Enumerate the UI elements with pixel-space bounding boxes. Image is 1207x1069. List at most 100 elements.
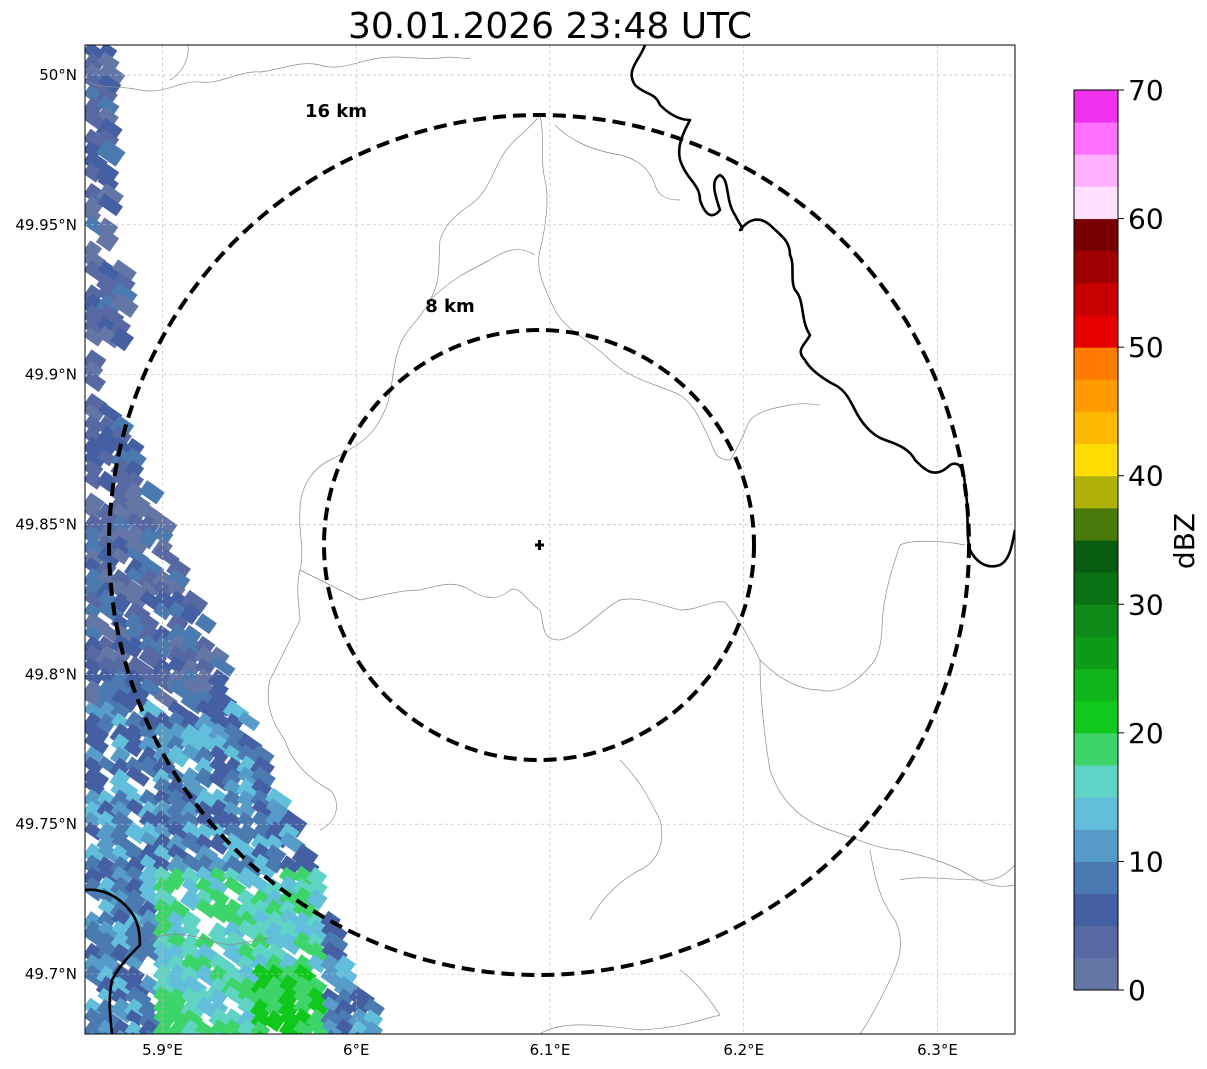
- reflectivity-cell: [195, 888, 215, 906]
- reflectivity-cell: [152, 569, 176, 593]
- colorbar-label: dBZ: [1168, 513, 1201, 569]
- reflectivity-cell: [179, 603, 202, 625]
- colorbar-segment: [1074, 122, 1118, 155]
- reflectivity-cell: [124, 437, 145, 458]
- lat-tick-label: 49.7°N: [25, 965, 77, 983]
- reflectivity-cell: [153, 822, 174, 840]
- colorbar-segment: [1074, 668, 1118, 702]
- reflectivity-cell: [95, 228, 120, 252]
- reflectivity-cell: [153, 1008, 176, 1029]
- reflectivity-cell: [85, 668, 104, 687]
- reflectivity-cell: [125, 546, 149, 567]
- reflectivity-cell: [194, 657, 216, 678]
- reflectivity-cell: [97, 865, 120, 886]
- colorbar-segment: [1074, 604, 1118, 637]
- reflectivity-cell: [125, 580, 147, 600]
- colorbar: 0 10 20 30 40 50 60 70: [1073, 74, 1164, 1007]
- reflectivity-cell: [181, 877, 202, 895]
- reflectivity-cell: [166, 744, 191, 768]
- lat-tick-label: 49.95°N: [15, 216, 77, 234]
- colorbar-tick-label: 60: [1128, 203, 1164, 236]
- reflectivity-cell: [85, 624, 103, 643]
- reflectivity-cell: [85, 360, 104, 382]
- reflectivity-cell: [195, 876, 217, 897]
- reflectivity-cell: [111, 844, 132, 863]
- reflectivity-cell: [306, 1031, 329, 1034]
- colorbar-tick-label: 20: [1128, 717, 1164, 750]
- reflectivity-cell: [124, 974, 153, 1001]
- reflectivity-cell: [209, 745, 230, 764]
- reflectivity-cell: [278, 809, 308, 838]
- reflectivity-cell: [167, 678, 191, 700]
- reflectivity-cell: [347, 1020, 373, 1034]
- reflectivity-cell: [307, 987, 328, 1006]
- lat-tick-label: 49.8°N: [25, 665, 77, 683]
- reflectivity-cell: [195, 1020, 214, 1034]
- reflectivity-cell: [85, 756, 104, 776]
- reflectivity-cell: [97, 920, 120, 941]
- reflectivity-cell: [96, 138, 126, 167]
- lat-tick-label: 50°N: [39, 66, 77, 84]
- figure-title: 30.01.2026 23:48 UTC: [348, 6, 752, 47]
- reflectivity-cell: [110, 810, 134, 833]
- reflectivity-cell: [85, 590, 106, 611]
- reflectivity-cell: [307, 954, 328, 974]
- reflectivity-cell: [222, 866, 242, 885]
- reflectivity-cell: [236, 789, 257, 810]
- reflectivity-layer: [85, 45, 388, 1034]
- reflectivity-cell: [85, 470, 104, 490]
- colorbar-segment: [1074, 765, 1118, 798]
- reflectivity-cell: [153, 909, 176, 930]
- reflectivity-cell: [194, 767, 217, 789]
- reflectivity-cell: [167, 843, 190, 864]
- reflectivity-cell: [263, 1009, 286, 1032]
- reflectivity-cell: [152, 855, 173, 875]
- colorbar-tick-label: 10: [1128, 845, 1164, 878]
- reflectivity-cell: [97, 73, 122, 96]
- reflectivity-cell: [97, 193, 124, 217]
- reflectivity-cell: [110, 613, 131, 633]
- reflectivity-cell: [85, 206, 102, 224]
- colorbar-segment: [1074, 411, 1118, 445]
- reflectivity-cell: [180, 1019, 208, 1034]
- reflectivity-cell: [125, 447, 147, 468]
- colorbar-segment: [1074, 636, 1118, 670]
- reflectivity-cell: [181, 921, 201, 939]
- reflectivity-cell: [85, 657, 102, 675]
- reflectivity-cell: [125, 590, 148, 610]
- reflectivity-cell: [223, 800, 242, 819]
- reflectivity-cell: [111, 502, 132, 522]
- reflectivity-cell: [85, 766, 110, 792]
- reflectivity-cell: [125, 756, 146, 776]
- reflectivity-cell: [85, 777, 105, 797]
- reflectivity-cell: [153, 722, 176, 744]
- reflectivity-cell: [306, 866, 328, 888]
- colorbar-segment: [1074, 315, 1118, 348]
- reflectivity-cell: [292, 1031, 314, 1034]
- reflectivity-cell: [123, 734, 147, 758]
- colorbar-segment: [1074, 90, 1118, 123]
- reflectivity-cell: [97, 546, 122, 569]
- reflectivity-cell: [180, 1032, 201, 1034]
- lon-tick-label: 5.9°E: [142, 1041, 183, 1059]
- reflectivity-cell: [208, 833, 232, 855]
- reflectivity-cell: [251, 766, 276, 790]
- lon-tick-label: 6.2°E: [723, 1041, 764, 1059]
- colorbar-frame: [1073, 89, 1119, 991]
- reflectivity-cell: [264, 999, 284, 1019]
- colorbar-segment: [1074, 282, 1118, 316]
- reflectivity-cell: [264, 844, 287, 865]
- reflectivity-cell: [223, 744, 245, 764]
- reflectivity-cell: [264, 855, 284, 874]
- reflectivity-cell: [237, 963, 263, 986]
- reflectivity-cell: [110, 701, 131, 722]
- reflectivity-cell: [123, 471, 145, 492]
- colorbar-tick-label: 40: [1128, 460, 1164, 493]
- reflectivity-cell: [236, 853, 266, 882]
- range-rings: [107, 113, 971, 977]
- reflectivity-cell: [165, 1021, 188, 1034]
- reflectivity-cell: [85, 403, 105, 423]
- reflectivity-cell: [223, 876, 247, 897]
- colorbar-tick-label: 70: [1128, 74, 1164, 107]
- reflectivity-cell: [138, 866, 161, 888]
